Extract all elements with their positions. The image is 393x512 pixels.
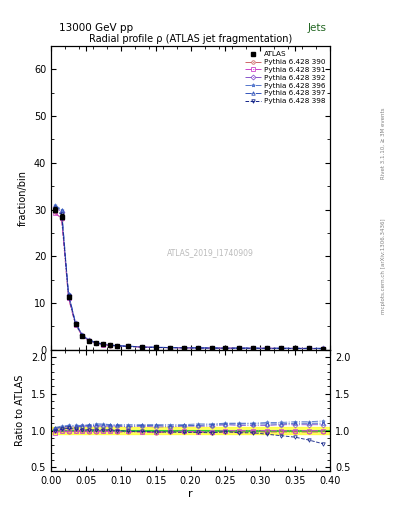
Text: Jets: Jets bbox=[307, 23, 326, 33]
Text: 13000 GeV pp: 13000 GeV pp bbox=[59, 23, 133, 33]
Y-axis label: Ratio to ATLAS: Ratio to ATLAS bbox=[15, 375, 25, 446]
Y-axis label: fraction/bin: fraction/bin bbox=[18, 170, 28, 226]
Title: Radial profile ρ (ATLAS jet fragmentation): Radial profile ρ (ATLAS jet fragmentatio… bbox=[89, 34, 292, 44]
Text: Rivet 3.1.10, ≥ 3M events: Rivet 3.1.10, ≥ 3M events bbox=[381, 108, 386, 179]
Text: mcplots.cern.ch [arXiv:1306.3436]: mcplots.cern.ch [arXiv:1306.3436] bbox=[381, 219, 386, 314]
Legend: ATLAS, Pythia 6.428 390, Pythia 6.428 391, Pythia 6.428 392, Pythia 6.428 396, P: ATLAS, Pythia 6.428 390, Pythia 6.428 39… bbox=[243, 50, 327, 106]
Bar bbox=[51, 427, 330, 434]
X-axis label: r: r bbox=[188, 488, 193, 499]
Text: ATLAS_2019_I1740909: ATLAS_2019_I1740909 bbox=[167, 248, 253, 257]
